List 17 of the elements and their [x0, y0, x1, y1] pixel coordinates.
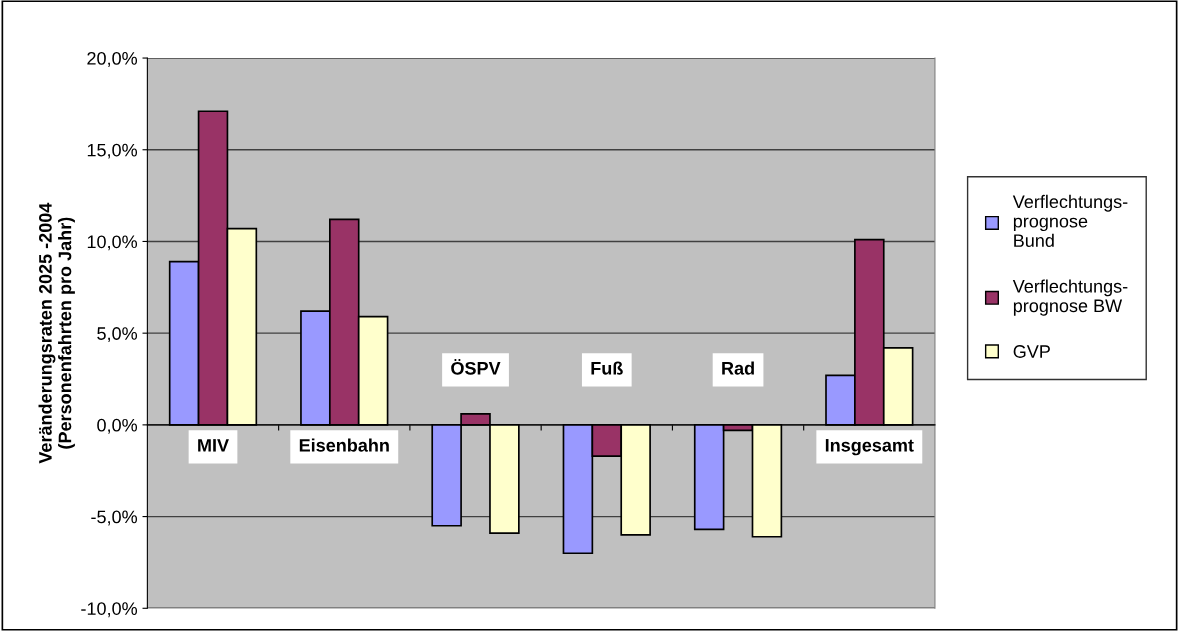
- x-tick-label: Insgesamt: [825, 439, 914, 456]
- y-tick-label: 5,0%: [97, 327, 138, 343]
- legend-label: GVP: [1013, 345, 1050, 358]
- x-tick-label: ÖSPV: [451, 359, 501, 375]
- y-tick-label: 15,0%: [87, 143, 138, 159]
- y-tick-label: -10,0%: [81, 602, 138, 618]
- x-tick-label: Fuß: [591, 361, 623, 375]
- y-tick-label: 10,0%: [87, 235, 138, 251]
- y-axis-title: Veränderungsraten 2025 -2004 (Personenfahrten pro Jahr): [38, 202, 75, 464]
- x-tick-label: Eisenbahn: [299, 438, 389, 452]
- x-tick-label: Rad: [722, 361, 754, 375]
- x-tick-label: MIV: [198, 439, 229, 452]
- legend-label: Verflechtungs- prognose BW: [1012, 279, 1128, 316]
- y-tick-label: 0,0%: [97, 418, 138, 434]
- y-tick-label: 20,0%: [87, 51, 138, 67]
- legend-label: Verflechtungs- prognose Bund: [1012, 194, 1128, 247]
- y-tick-label: -5,0%: [91, 510, 138, 526]
